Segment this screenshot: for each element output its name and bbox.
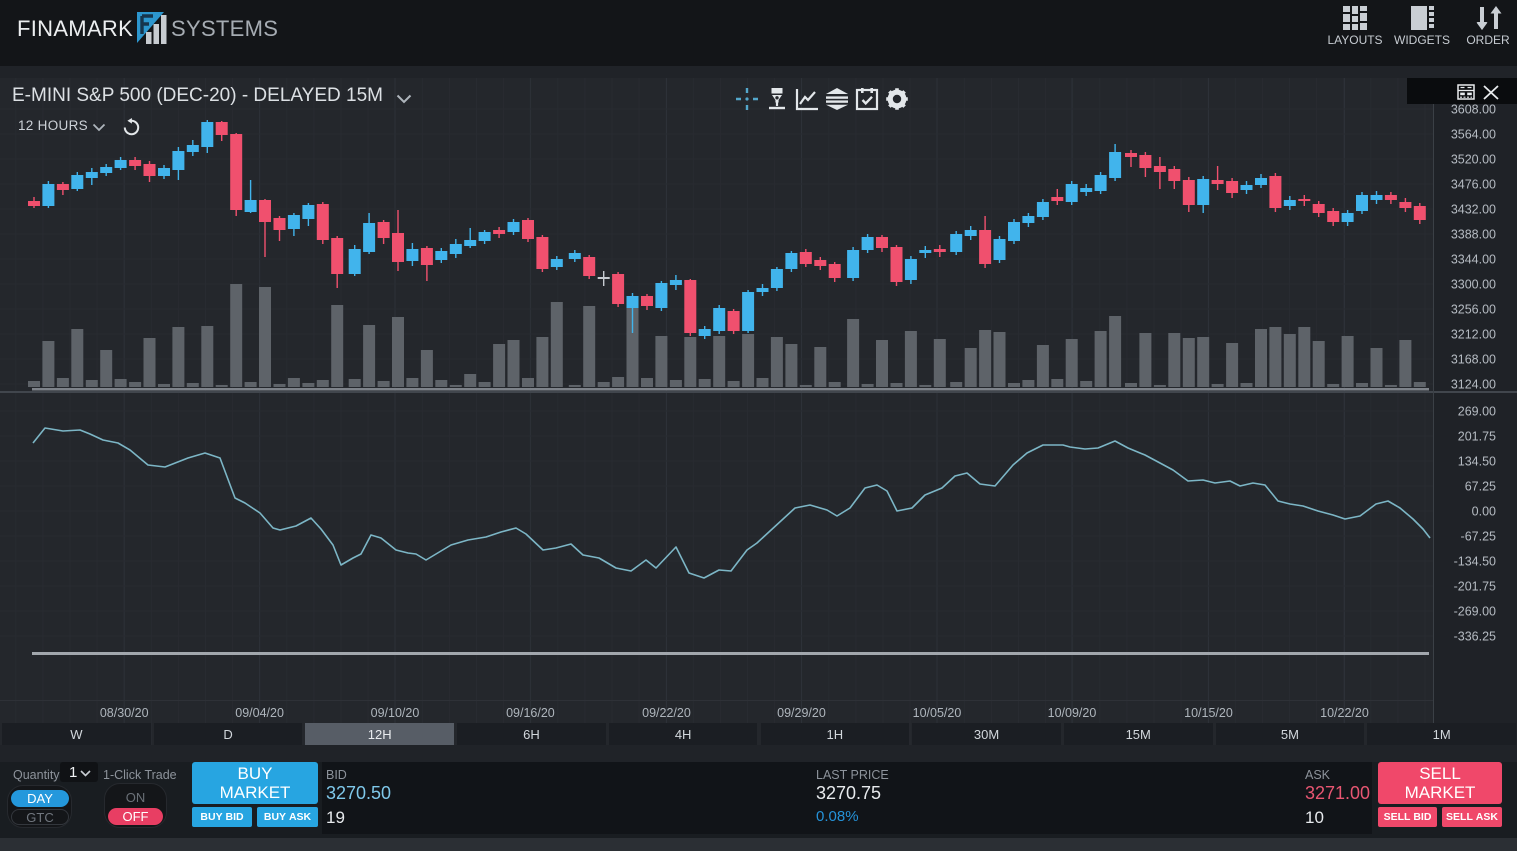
svg-text:3212.00: 3212.00 bbox=[1451, 328, 1496, 342]
svg-text:3124.00: 3124.00 bbox=[1451, 378, 1496, 392]
svg-text:3388.00: 3388.00 bbox=[1451, 228, 1496, 242]
svg-text:-269.00: -269.00 bbox=[1454, 605, 1496, 619]
svg-text:3520.00: 3520.00 bbox=[1451, 153, 1496, 167]
svg-text:09/04/20: 09/04/20 bbox=[235, 706, 284, 720]
svg-text:3256.00: 3256.00 bbox=[1451, 303, 1496, 317]
svg-text:3564.00: 3564.00 bbox=[1451, 128, 1496, 142]
svg-text:-67.25: -67.25 bbox=[1461, 530, 1496, 544]
svg-text:09/29/20: 09/29/20 bbox=[777, 706, 826, 720]
svg-text:269.00: 269.00 bbox=[1458, 405, 1496, 419]
svg-text:201.75: 201.75 bbox=[1458, 430, 1496, 444]
svg-text:3344.00: 3344.00 bbox=[1451, 253, 1496, 267]
svg-text:3476.00: 3476.00 bbox=[1451, 178, 1496, 192]
svg-text:08/30/20: 08/30/20 bbox=[100, 706, 149, 720]
svg-text:09/22/20: 09/22/20 bbox=[642, 706, 691, 720]
svg-text:10/09/20: 10/09/20 bbox=[1048, 706, 1097, 720]
svg-text:134.50: 134.50 bbox=[1458, 455, 1496, 469]
svg-text:10/22/20: 10/22/20 bbox=[1320, 706, 1369, 720]
svg-text:0.00: 0.00 bbox=[1472, 505, 1496, 519]
svg-text:09/10/20: 09/10/20 bbox=[371, 706, 420, 720]
svg-text:3168.00: 3168.00 bbox=[1451, 353, 1496, 367]
svg-text:-336.25: -336.25 bbox=[1454, 630, 1496, 644]
svg-text:3608.00: 3608.00 bbox=[1451, 103, 1496, 117]
svg-text:-201.75: -201.75 bbox=[1454, 580, 1496, 594]
svg-text:10/05/20: 10/05/20 bbox=[913, 706, 962, 720]
svg-text:-134.50: -134.50 bbox=[1454, 555, 1496, 569]
svg-text:09/16/20: 09/16/20 bbox=[506, 706, 555, 720]
svg-text:3300.00: 3300.00 bbox=[1451, 278, 1496, 292]
svg-text:67.25: 67.25 bbox=[1465, 480, 1496, 494]
svg-text:3432.00: 3432.00 bbox=[1451, 203, 1496, 217]
svg-text:10/15/20: 10/15/20 bbox=[1184, 706, 1233, 720]
